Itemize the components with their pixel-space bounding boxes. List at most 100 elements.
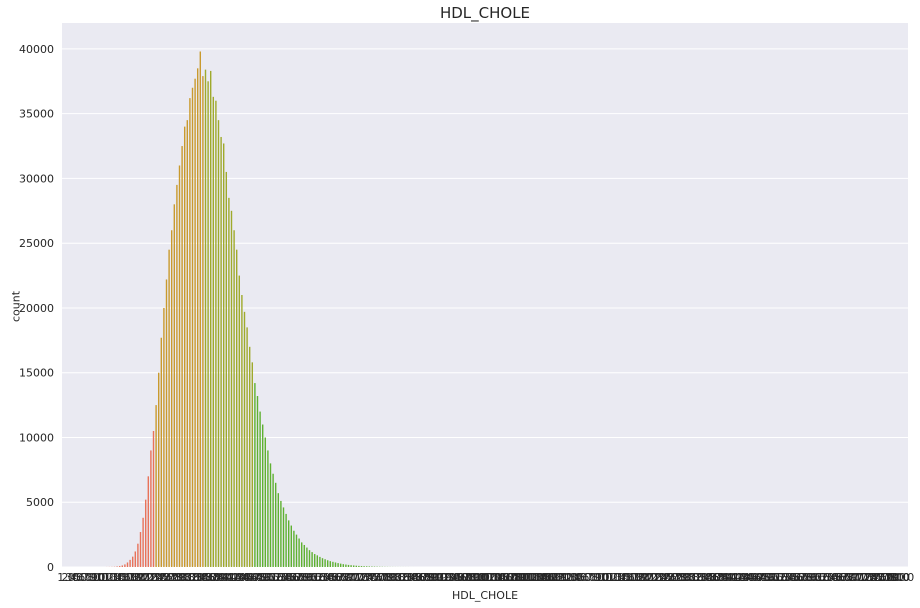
x-tick-label: 69.0 [844,571,869,584]
x-tick-label: 91.0 [432,571,457,584]
x-tick-label: 30.0 [680,571,705,584]
x-tick-label: 40.0 [218,571,243,584]
x-tick-label: 46.0 [747,571,772,584]
y-tick-label: 15000 [19,367,54,380]
bar [246,327,248,567]
x-tick-label: 21.0 [138,571,163,584]
x-tick-label: 18.0 [629,571,654,584]
bar [306,547,308,567]
x-tick-label: 40.0 [722,571,747,584]
x-tick-label: 33.0 [692,571,717,584]
bar [350,565,352,567]
x-tick-label: 75.0 [869,571,894,584]
x-tick-label: 73.0 [860,571,885,584]
x-tick-label: 6.0 [78,571,96,584]
bar [303,544,305,567]
bar [150,450,152,567]
bar [337,563,339,567]
x-tick-label: 89.0 [423,571,448,584]
bar [116,566,118,567]
x-tick-label: 19.0 [129,571,154,584]
bar [178,165,181,568]
bar [321,558,324,567]
x-tick-label: 39.0 [718,571,743,584]
x-tick-label: 71.0 [852,571,877,584]
bar [184,126,186,568]
bar [311,552,313,567]
x-tick-label-last: 8110.0 [871,571,910,584]
bar [285,513,287,567]
x-tick-label: 117.0 [538,571,570,584]
x-tick-label: 22.0 [646,571,671,584]
bar [314,554,316,567]
x-tick-label: 87.0 [415,571,440,584]
bar [295,534,298,567]
x-tick-label: 23.0 [146,571,171,584]
y-tick-label: 5000 [26,496,54,509]
x-tick-label: 76.0 [873,571,898,584]
bar [251,362,253,567]
x-tick-label: 7.0 [587,571,605,584]
x-tick-label: 17.0 [625,571,650,584]
x-tick-label: 31.0 [180,571,205,584]
x-tick-label: 50.0 [764,571,789,584]
bar [280,500,282,567]
x-tick-label: 13.0 [104,571,129,584]
x-tick-label: 47.0 [751,571,776,584]
bar [223,143,225,567]
bar [212,96,214,567]
x-tick-label: 6.0 [582,571,600,584]
bar [160,337,162,567]
bar [334,562,337,567]
x-tick-label: 3.0 [66,571,84,584]
x-tick-label: 62.0 [310,571,335,584]
bar [204,69,207,567]
bar [269,463,272,567]
x-tick-label: 109.0 [504,571,536,584]
x-tick-label: 36.0 [705,571,730,584]
x-tick-label: 8.0 [87,571,105,584]
x-tick-label: 81.0 [390,571,415,584]
x-tick-label: 72.0 [352,571,377,584]
x-tick-label: 80.0 [890,571,915,584]
bar [158,372,160,567]
bar [360,566,363,567]
y-tick-label: 20000 [19,302,54,315]
bar [152,431,155,567]
x-tick-label: 14.0 [612,571,637,584]
x-tick-label: 49.0 [760,571,785,584]
x-tick-label: 107.0 [496,571,528,584]
x-tick-label: 61.0 [306,571,331,584]
bar [272,473,274,567]
bar [353,565,355,567]
x-tick-label: 105.0 [487,571,519,584]
x-tick-label: 90.0 [428,571,453,584]
x-tick-label: 8.0 [591,571,609,584]
x-tick-label: 44.0 [234,571,259,584]
x-tick-label: 70.0 [848,571,873,584]
x-tick-label: 94.0 [444,571,469,584]
x-tick-label: 37.0 [709,571,734,584]
x-tick-label: 95.0 [449,571,474,584]
x-tick-label: 28.0 [167,571,192,584]
x-tick-label: 42.0 [730,571,755,584]
x-tick-label: 60.0 [302,571,327,584]
x-tick-label: 79.0 [886,571,911,584]
x-tick-label: 100.0 [466,571,498,584]
x-tick-label: 106.0 [491,571,523,584]
x-tick-label: 10.0 [596,571,621,584]
x-tick-label: 45.0 [239,571,264,584]
bar [168,249,170,568]
x-tick-label: 73.0 [356,571,381,584]
x-tick-label: 111.0 [512,571,544,584]
bar [220,136,222,568]
x-tick-label: 46.0 [243,571,268,584]
bar [181,146,183,568]
bar [171,230,173,568]
bar [355,565,357,567]
x-tick-label: 9.0 [91,571,109,584]
x-tick-label: 58.0 [797,571,822,584]
x-tick-label: 75.0 [365,571,390,584]
bar [215,100,217,568]
